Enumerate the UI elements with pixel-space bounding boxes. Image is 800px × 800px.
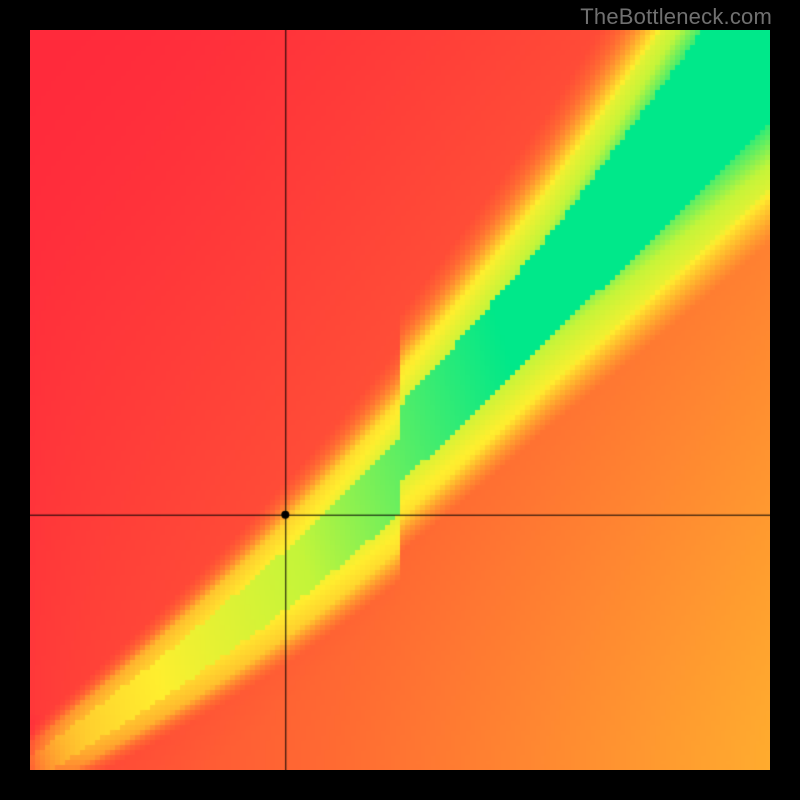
crosshair-overlay bbox=[30, 30, 770, 770]
plot-area bbox=[30, 30, 770, 770]
chart-frame: TheBottleneck.com bbox=[0, 0, 800, 800]
watermark-text: TheBottleneck.com bbox=[580, 4, 772, 30]
